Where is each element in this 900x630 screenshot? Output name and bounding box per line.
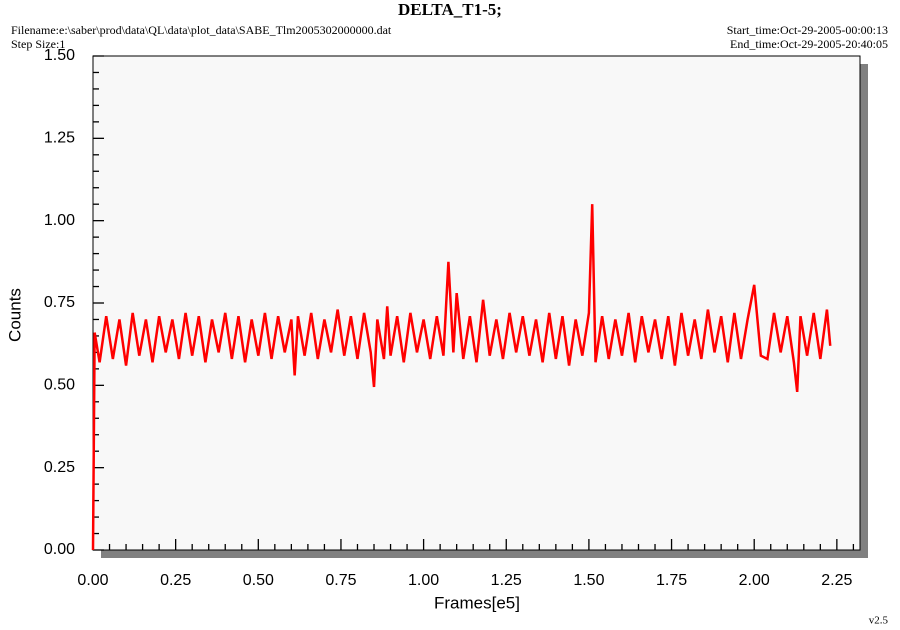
y-tick-label: 1.25 <box>44 130 75 147</box>
x-tick-label: 1.00 <box>408 572 439 589</box>
x-tick-label: 1.50 <box>573 572 604 589</box>
data-line <box>91 204 832 551</box>
end-time: End_time:Oct-29-2005-20:40:05 <box>730 37 888 51</box>
filename: Filename:e:\saber\prod\data\QL\data\plot… <box>11 23 392 37</box>
y-tick-label: 1.00 <box>44 212 75 229</box>
step-size: Step Size:1 <box>11 37 65 51</box>
y-tick-label: 0.75 <box>44 294 75 311</box>
y-tick-label: 1.50 <box>44 47 75 64</box>
x-tick-label: 0.00 <box>77 572 108 589</box>
x-tick-label: 0.25 <box>160 572 191 589</box>
version: v2.5 <box>869 615 889 627</box>
plot-area <box>92 55 861 551</box>
start-time: Start_time:Oct-29-2005-00:00:13 <box>727 23 888 37</box>
x-tick-label: 0.50 <box>243 572 274 589</box>
x-tick-label: 0.75 <box>325 572 356 589</box>
y-axis-label: Counts <box>5 288 24 342</box>
y-tick-label: 0.00 <box>44 541 75 558</box>
chart-title: DELTA_T1-5; <box>398 0 502 19</box>
x-tick-label: 1.25 <box>491 572 522 589</box>
x-tick-label: 2.00 <box>739 572 770 589</box>
y-tick-label: 0.25 <box>44 459 75 476</box>
x-axis-label: Frames[e5] <box>434 593 520 612</box>
x-tick-label: 1.75 <box>656 572 687 589</box>
y-tick-label: 0.50 <box>44 377 75 394</box>
x-tick-label: 2.25 <box>821 572 852 589</box>
